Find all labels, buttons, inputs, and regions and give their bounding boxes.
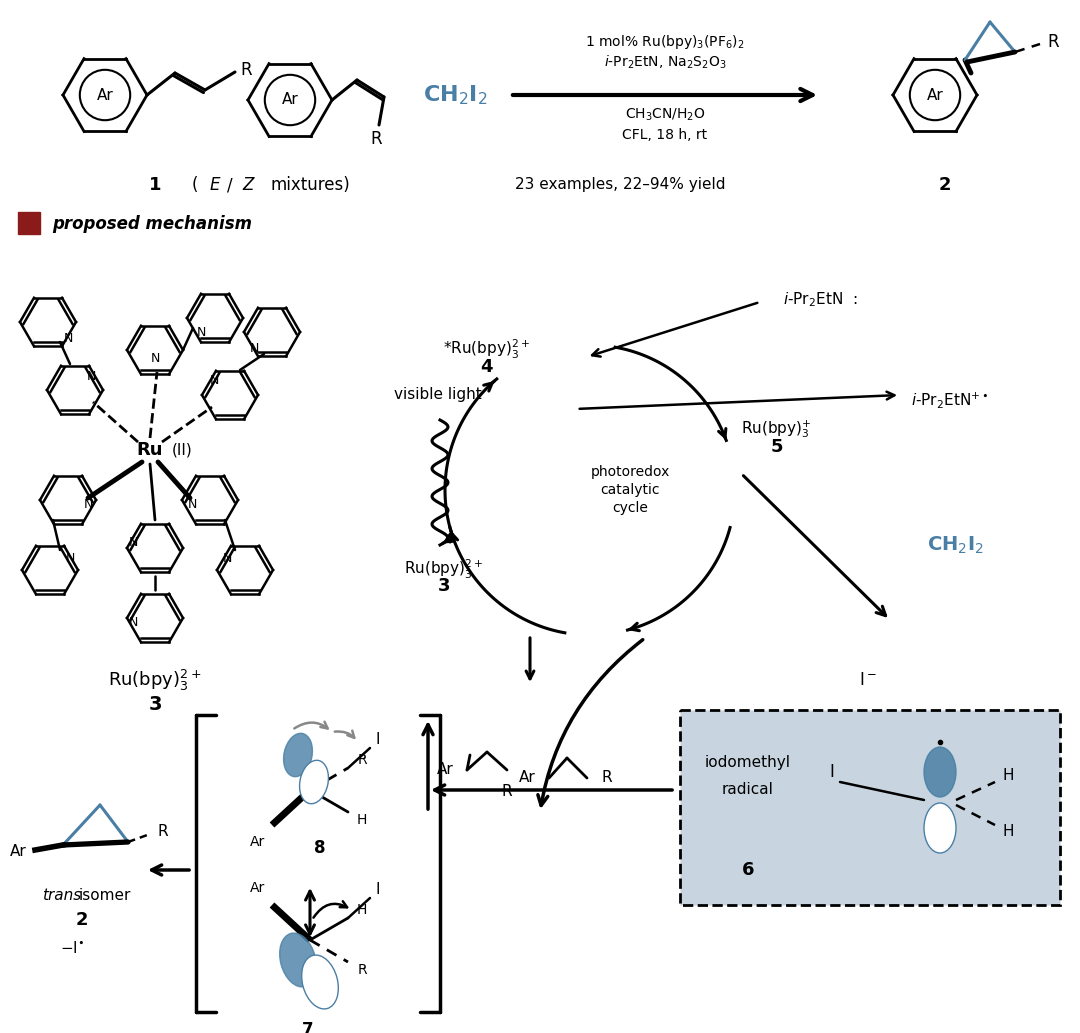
FancyBboxPatch shape	[680, 710, 1059, 905]
Text: H: H	[1002, 769, 1014, 783]
Text: I: I	[376, 882, 380, 898]
Text: N: N	[197, 325, 205, 339]
Text: N: N	[249, 342, 259, 354]
Text: H: H	[1002, 824, 1014, 840]
Text: N: N	[187, 499, 197, 511]
Text: R: R	[158, 824, 168, 840]
Text: radical: radical	[723, 783, 774, 797]
Text: I: I	[376, 732, 380, 748]
Text: Ar: Ar	[10, 844, 26, 858]
Text: R: R	[1048, 33, 1058, 51]
Text: Ar: Ar	[518, 771, 536, 785]
Text: CH$_3$CN/H$_2$O: CH$_3$CN/H$_2$O	[624, 106, 705, 123]
Text: CFL, 18 h, rt: CFL, 18 h, rt	[622, 128, 707, 142]
Text: Ar: Ar	[927, 88, 943, 102]
Text: E: E	[210, 176, 220, 194]
Text: R: R	[357, 963, 367, 977]
Text: $i$-Pr$_2$EtN  :: $i$-Pr$_2$EtN :	[783, 290, 858, 309]
Text: 23 examples, 22–94% yield: 23 examples, 22–94% yield	[515, 178, 726, 192]
Text: H: H	[356, 813, 367, 827]
Bar	[18, 212, 40, 234]
Text: H: H	[356, 903, 367, 917]
Text: iodomethyl: iodomethyl	[705, 754, 791, 770]
Text: $i$-Pr$_2$EtN, Na$_2$S$_2$O$_3$: $i$-Pr$_2$EtN, Na$_2$S$_2$O$_3$	[604, 54, 727, 70]
Text: N: N	[83, 499, 93, 511]
Text: Z: Z	[242, 176, 254, 194]
Text: N: N	[64, 332, 72, 344]
Text: CH$_2$I$_2$: CH$_2$I$_2$	[927, 534, 984, 556]
Text: visible light: visible light	[394, 387, 482, 403]
Text: I$^-$: I$^-$	[859, 671, 877, 689]
Text: CH$_2$I$_2$: CH$_2$I$_2$	[422, 84, 487, 106]
Text: (: (	[192, 176, 199, 194]
Text: (II): (II)	[172, 442, 192, 458]
Text: N: N	[210, 374, 218, 386]
Text: cycle: cycle	[612, 501, 648, 515]
Text: 3: 3	[148, 695, 162, 715]
Text: trans: trans	[42, 887, 82, 903]
Text: 4: 4	[481, 357, 494, 376]
Text: N: N	[129, 536, 137, 550]
Text: N: N	[65, 552, 75, 564]
Text: R: R	[357, 753, 367, 766]
Text: R: R	[502, 784, 512, 800]
Text: N: N	[222, 552, 232, 564]
Text: Ar: Ar	[96, 88, 113, 102]
Text: Ru(bpy)$_3^{2+}$: Ru(bpy)$_3^{2+}$	[404, 558, 483, 581]
Text: N: N	[150, 351, 160, 365]
Text: 1 mol% Ru(bpy)$_3$(PF$_6$)$_2$: 1 mol% Ru(bpy)$_3$(PF$_6$)$_2$	[585, 33, 745, 51]
Text: Ar: Ar	[251, 835, 266, 849]
Text: I: I	[829, 763, 835, 781]
Text: Ar: Ar	[251, 881, 266, 895]
Text: 5: 5	[770, 438, 783, 456]
Text: Ru(bpy)$_3^{2+}$: Ru(bpy)$_3^{2+}$	[108, 667, 202, 692]
Ellipse shape	[299, 760, 328, 804]
Text: 7: 7	[302, 1021, 314, 1033]
Text: proposed mechanism: proposed mechanism	[52, 215, 252, 233]
Text: 6: 6	[742, 860, 754, 879]
Text: 8: 8	[314, 839, 326, 857]
Text: photoredox: photoredox	[591, 465, 670, 479]
Text: Ru: Ru	[137, 441, 163, 459]
Text: catalytic: catalytic	[600, 483, 660, 497]
Text: 1: 1	[149, 176, 161, 194]
Ellipse shape	[280, 933, 316, 987]
Text: Ar: Ar	[436, 762, 454, 778]
Text: $-$I$^{\bullet}$: $-$I$^{\bullet}$	[59, 940, 84, 956]
Text: R: R	[370, 130, 382, 148]
Text: isomer: isomer	[79, 887, 131, 903]
Text: 3: 3	[437, 577, 450, 595]
Text: $i$-Pr$_2$EtN$^{+\bullet}$: $i$-Pr$_2$EtN$^{+\bullet}$	[912, 390, 989, 410]
Ellipse shape	[924, 803, 956, 853]
Text: /: /	[227, 176, 233, 194]
Text: *Ru(bpy)$_3^{2+}$: *Ru(bpy)$_3^{2+}$	[443, 338, 530, 361]
Text: mixtures): mixtures)	[270, 176, 350, 194]
Text: 2: 2	[76, 911, 89, 929]
Text: N: N	[129, 617, 137, 629]
Text: Ru(bpy)$_3^{+}$: Ru(bpy)$_3^{+}$	[741, 417, 812, 440]
Ellipse shape	[284, 733, 312, 777]
Ellipse shape	[924, 747, 956, 797]
Text: 2: 2	[939, 176, 951, 194]
Ellipse shape	[301, 956, 338, 1009]
Text: R: R	[602, 771, 612, 785]
Text: N: N	[86, 370, 96, 382]
Text: Ar: Ar	[282, 93, 298, 107]
Text: R: R	[240, 61, 252, 79]
